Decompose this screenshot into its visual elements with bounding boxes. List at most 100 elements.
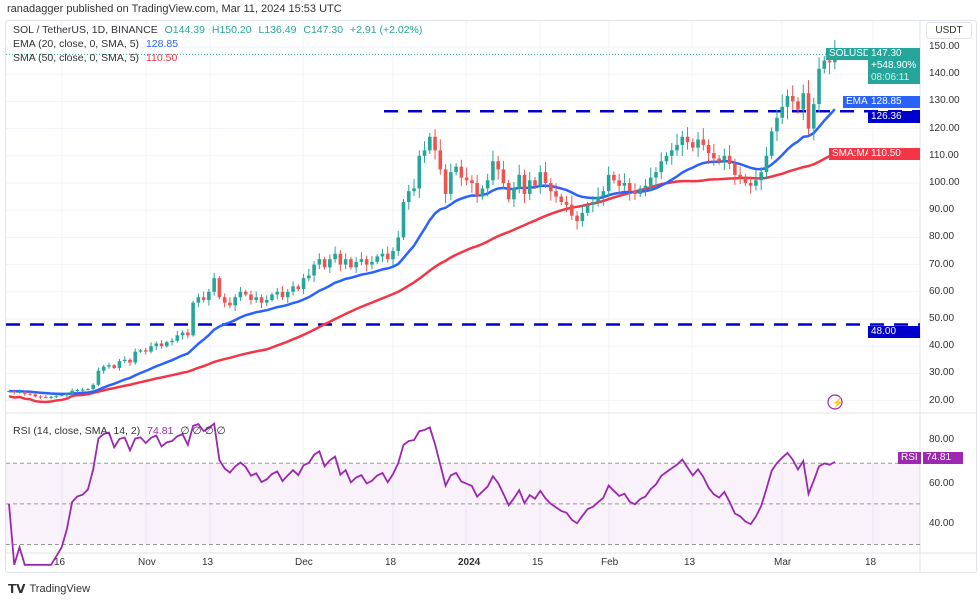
candle-body: [317, 259, 322, 265]
candle-body: [775, 117, 779, 132]
price-tick: 110.00: [929, 149, 959, 161]
candle-body: [654, 172, 658, 178]
candle-body: [464, 177, 469, 181]
brand-name: TradingView: [29, 583, 91, 595]
candle-body: [517, 174, 522, 189]
candle-body: [180, 332, 185, 336]
candle-body: [249, 294, 253, 300]
chart-frame: [5, 20, 977, 573]
candle-body: [685, 136, 690, 143]
candle-body: [128, 359, 132, 363]
candle-body: [396, 237, 401, 251]
candle-body: [548, 183, 553, 192]
candle-body: [811, 104, 816, 129]
pct-change: +548.90%: [871, 60, 917, 71]
candle-body: [364, 259, 369, 265]
candle-body: [96, 370, 101, 385]
time-tick: 18: [385, 557, 397, 568]
candle-body: [738, 174, 742, 178]
time-tick: 15: [532, 557, 544, 568]
sma-legend[interactable]: SMA (50, close, 0, SMA, 5) 110.50: [13, 52, 181, 64]
candle-body: [385, 253, 390, 260]
price-tick: 130.00: [929, 95, 960, 107]
candle-body: [207, 291, 211, 300]
lightning-icon-glyph: ⚡: [832, 396, 844, 409]
candle-body: [322, 259, 327, 268]
time-tick: Feb: [601, 557, 619, 568]
candle-body: [438, 150, 443, 170]
candle-body: [354, 261, 358, 268]
sma-50-line: [8, 151, 836, 404]
candle-body: [454, 166, 458, 173]
candle-body: [154, 343, 159, 347]
ema-legend[interactable]: EMA (20, close, 0, SMA, 5) 128.85: [13, 38, 182, 50]
candle-body: [554, 191, 558, 197]
time-tick: 13: [684, 557, 696, 568]
ohlc-open: O144.39: [164, 24, 205, 36]
candle-body: [65, 393, 69, 396]
symbol-tag: SOLUSDT: [826, 48, 880, 60]
price-tick: 140.00: [929, 68, 960, 80]
ohlc-high: H150.20: [211, 24, 252, 36]
candle-body: [54, 395, 59, 397]
candle-body: [759, 172, 763, 181]
price-tick: 50.00: [929, 313, 955, 324]
rsi-legend[interactable]: RSI (14, close, SMA, 14, 2) 74.81 ∅ ∅ ∅ …: [13, 425, 230, 437]
candle-body: [559, 196, 564, 203]
candle-body: [80, 389, 85, 391]
candle-body: [59, 395, 64, 397]
candle-body: [359, 259, 364, 262]
currency-button[interactable]: USDT: [926, 22, 972, 39]
candle-body: [612, 174, 616, 181]
candle-body: [601, 191, 606, 197]
candle-body: [496, 161, 500, 170]
candle-body: [101, 366, 106, 371]
candle-body: [333, 253, 337, 260]
sma-value: 110.50: [145, 52, 178, 64]
candle-body: [643, 185, 648, 189]
candle-body: [191, 302, 195, 336]
last-price-tag: 147.30 +548.90% 08:06:11: [868, 48, 920, 84]
ohlc-low: L136.49: [258, 24, 297, 36]
candle-body: [70, 390, 74, 394]
tradingview-logo[interactable]: 𝗧𝗩 TradingView: [8, 582, 90, 596]
candle-body: [428, 136, 432, 151]
candle-body: [312, 264, 316, 276]
candle-body: [596, 196, 600, 203]
candle-body: [259, 297, 264, 303]
candle-body: [117, 361, 122, 368]
candle-body: [170, 340, 174, 343]
price-tick: 150.00: [929, 41, 960, 52]
symbol-name[interactable]: SOL / TetherUS, 1D, BINANCE: [13, 24, 158, 36]
ema-value: 128.85: [145, 38, 179, 50]
candle-body: [217, 278, 222, 298]
candle-body: [338, 253, 343, 265]
candle-body: [222, 297, 227, 303]
candle-body: [459, 166, 464, 178]
candle-body: [769, 131, 774, 156]
candle-body: [527, 180, 532, 194]
candle-body: [301, 278, 306, 290]
candle-body: [280, 291, 285, 298]
candle-body: [717, 158, 721, 162]
candle-body: [343, 259, 348, 265]
price-tick: 70.00: [929, 258, 955, 270]
candle-body: [664, 155, 669, 162]
candle-body: [275, 291, 280, 295]
ema-20-line: [8, 108, 836, 396]
candle-body: [585, 204, 590, 213]
time-tick: 13: [202, 557, 214, 568]
candle-body: [543, 172, 548, 183]
candle-body: [138, 350, 143, 352]
candle-body: [506, 183, 511, 200]
candle-body: [638, 188, 642, 194]
candle-body: [501, 169, 506, 183]
price-tick: 80.00: [929, 231, 955, 243]
candle-body: [159, 343, 164, 347]
candle-body: [254, 297, 259, 300]
candle-body: [748, 183, 753, 186]
candle-body: [186, 332, 190, 336]
candle-body: [228, 302, 232, 306]
candle-body: [522, 174, 527, 194]
